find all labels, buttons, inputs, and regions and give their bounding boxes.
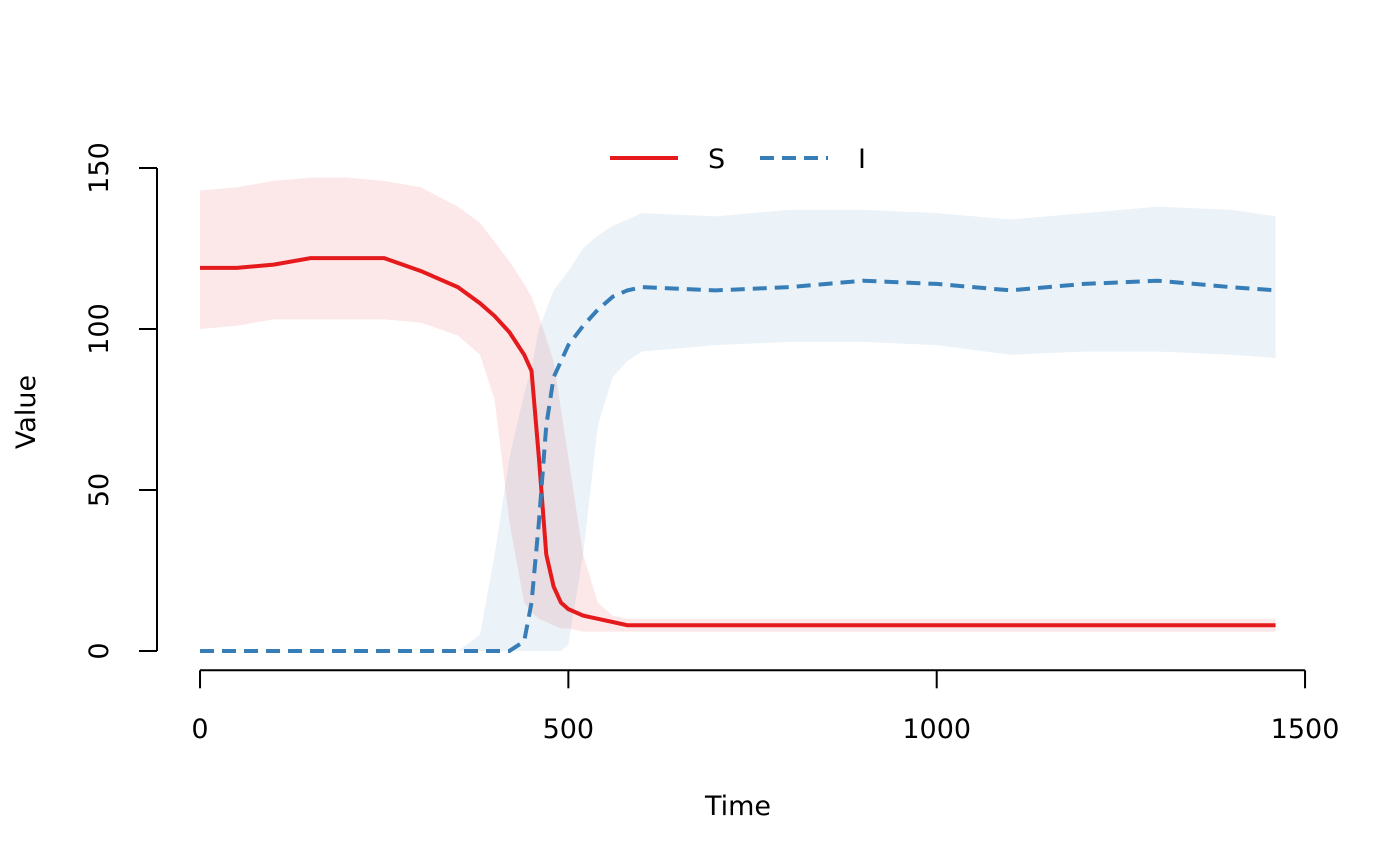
y-axis-label: Value	[11, 375, 42, 449]
series-line	[200, 256, 1276, 628]
legend-label: I	[858, 144, 866, 175]
x-tick-label: 1000	[902, 714, 971, 745]
y-tick-label: 50	[84, 473, 115, 507]
y-tick-label: 100	[84, 303, 115, 355]
y-tick-label: 0	[84, 642, 115, 659]
x-tick-label: 1500	[1271, 714, 1340, 745]
series-line	[200, 278, 1276, 653]
x-axis-label: Time	[704, 791, 771, 822]
x-tick-label: 0	[191, 714, 208, 745]
band	[200, 206, 1276, 651]
y-tick-label: 150	[84, 142, 115, 194]
legend-label: S	[708, 144, 725, 175]
band	[200, 177, 1276, 632]
x-tick-label: 500	[543, 714, 595, 745]
